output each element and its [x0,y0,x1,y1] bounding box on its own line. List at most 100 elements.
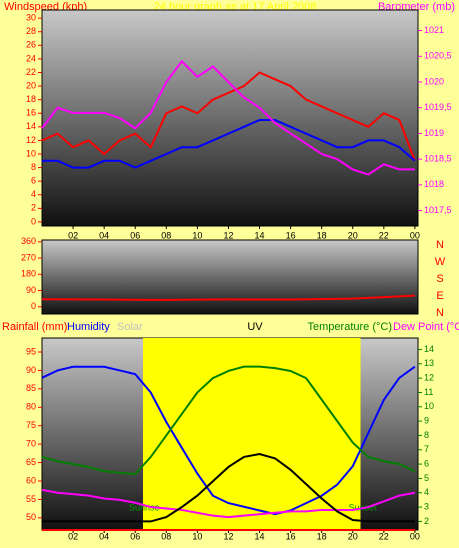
x-tick-label: 16 [286,230,296,240]
y-tick-label: 360 [21,236,36,246]
x-tick-label: 08 [161,531,171,541]
x-tick-label: 18 [317,531,327,541]
series-line [41,365,416,516]
y2-tick-label: 4 [424,487,429,497]
x-tick-label: 06 [130,531,140,541]
x-tick-label: 16 [286,531,296,541]
y2-tick-label: 1021 [424,25,444,35]
y-tick-label: 14 [26,121,36,131]
x-tick-label: 20 [348,531,358,541]
y2-tick-label: 3 [424,501,429,511]
compass-label: S [436,273,443,285]
y2-tick-label: 1017,5 [424,205,452,215]
y2-tick-label: 1018 [424,179,444,189]
solar-label: Solar [117,321,143,333]
series-line [42,119,416,169]
y2-tick-label: 2 [424,516,429,526]
y2-tick-label: 5 [424,473,429,483]
y-tick-label: 65 [26,457,36,467]
y2-tick-label: 8 [424,430,429,440]
x-tick-label: 00 [410,531,420,541]
x-tick-label: 10 [192,230,202,240]
x-tick-label: 04 [99,230,109,240]
y-tick-label: 8 [31,162,36,172]
x-tick-label: 14 [255,531,265,541]
hum-label: Humidity [67,321,110,333]
y2-tick-label: 11 [424,387,433,397]
y-tick-label: 180 [21,269,36,279]
y2-tick-label: 9 [424,415,429,425]
x-tick-label: 20 [348,230,358,240]
plot-area [41,9,419,227]
series-line [41,488,416,519]
x-tick-label: 00 [410,230,420,240]
y-tick-label: 4 [31,189,36,199]
y-tick-label: 26 [26,40,36,50]
x-tick-label: 14 [255,230,265,240]
x-tick-label: 10 [192,531,202,541]
plot-area [41,239,419,315]
x-tick-label: 08 [161,230,171,240]
compass-label: N [436,307,444,319]
y-tick-label: 85 [26,383,36,393]
y2-tick-label: 6 [424,458,429,468]
y2-tick-label: 1019,5 [424,102,452,112]
y2-tick-label: 1020 [424,76,444,86]
y-tick-label: 18 [26,94,36,104]
y-tick-label: 28 [26,26,36,36]
y-tick-label: 10 [26,148,36,158]
series-line [41,294,415,301]
y-tick-label: 90 [26,365,36,375]
rain-label: Rainfall (mm) [2,321,67,333]
y-tick-label: 24 [26,53,36,63]
y2-tick-label: 1018,5 [424,154,452,164]
y-tick-label: 6 [31,176,36,186]
series-line [41,365,416,476]
x-tick-label: 02 [68,230,78,240]
y-tick-label: 0 [31,301,36,311]
series-line [41,59,415,176]
daylight [142,338,361,530]
x-tick-label: 04 [99,531,109,541]
y-tick-label: 22 [26,67,36,77]
y-tick-label: 2 [31,203,36,213]
y-tick-label: 90 [26,285,36,295]
y-tick-label: 80 [26,402,36,412]
y-tick-label: 95 [26,346,36,356]
y2-tick-label: 14 [424,344,434,354]
compass-label: E [436,290,443,302]
uv-label: UV [247,321,263,333]
y2-tick-label: 13 [424,358,434,368]
compass-label: W [435,256,446,268]
y-tick-label: 60 [26,475,36,485]
y-tick-label: 12 [26,135,36,145]
x-tick-label: 18 [317,230,327,240]
series-line [42,453,415,523]
series-line [41,71,416,162]
dew-label: Dew Point (°C [393,321,459,333]
x-tick-label: 22 [379,230,389,240]
y2-tick-label: 12 [424,372,434,382]
y-tick-label: 75 [26,420,36,430]
y-tick-label: 50 [26,512,36,522]
x-tick-label: 06 [130,230,140,240]
y2-tick-label: 10 [424,401,434,411]
y-tick-label: 20 [26,80,36,90]
y-tick-label: 16 [26,108,36,118]
x-tick-label: 12 [223,531,233,541]
y-tick-label: 30 [26,13,36,23]
x-tick-label: 02 [68,531,78,541]
y-tick-label: 270 [21,252,36,262]
compass-label: N [436,239,444,251]
y-tick-label: 0 [31,216,36,226]
x-tick-label: 22 [379,531,389,541]
y-tick-label: 70 [26,439,36,449]
y-tick-label: 55 [26,494,36,504]
y2-tick-label: 7 [424,444,429,454]
y2-tick-label: 1019 [424,128,444,138]
y2-tick-label: 1020,5 [424,51,452,61]
sunrise-label: Sunrise [129,502,160,512]
x-tick-label: 12 [223,230,233,240]
temp-label: Temperature (°C) [308,321,392,333]
